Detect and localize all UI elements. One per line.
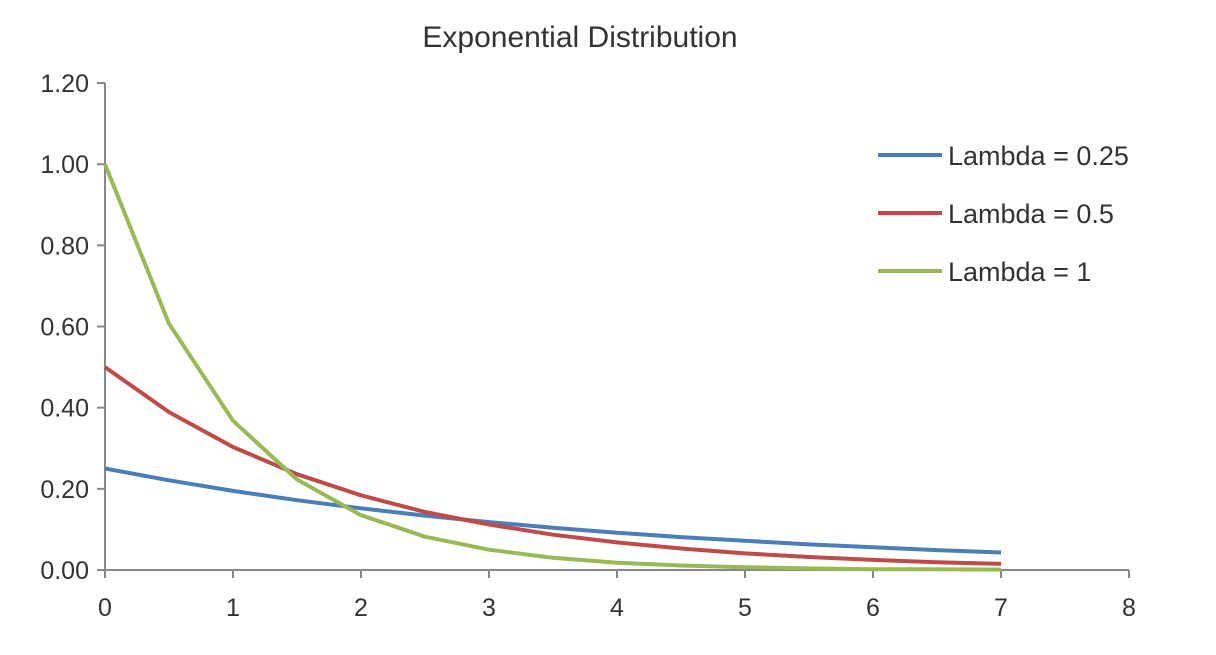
y-tick-label: 0.80 <box>40 232 89 260</box>
x-tick-label: 0 <box>98 594 112 622</box>
x-tick-label: 8 <box>1122 594 1136 622</box>
x-tick-label: 7 <box>994 594 1008 622</box>
y-tick-label: 0.20 <box>40 476 89 504</box>
legend-label: Lambda = 0.5 <box>948 199 1114 229</box>
x-tick-label: 5 <box>738 594 752 622</box>
y-tick-label: 1.20 <box>40 70 89 98</box>
legend-label: Lambda = 1 <box>948 257 1091 287</box>
x-tick-label: 4 <box>610 594 624 622</box>
series-line-3 <box>103 163 1002 572</box>
x-tick-label: 1 <box>226 594 240 622</box>
x-tick-label: 3 <box>482 594 496 622</box>
y-tick-label: 0.00 <box>40 557 89 585</box>
y-tick-label: 0.40 <box>40 395 89 423</box>
series-line-2 <box>103 365 1002 566</box>
y-tick-label: 1.00 <box>40 151 89 179</box>
series-line-1 <box>104 466 1002 555</box>
x-tick-label: 2 <box>354 594 368 622</box>
y-tick-label: 0.60 <box>40 314 89 342</box>
x-tick-label: 6 <box>866 594 880 622</box>
legend-label: Lambda = 0.25 <box>948 141 1129 171</box>
chart-title: Exponential Distribution <box>422 21 737 54</box>
